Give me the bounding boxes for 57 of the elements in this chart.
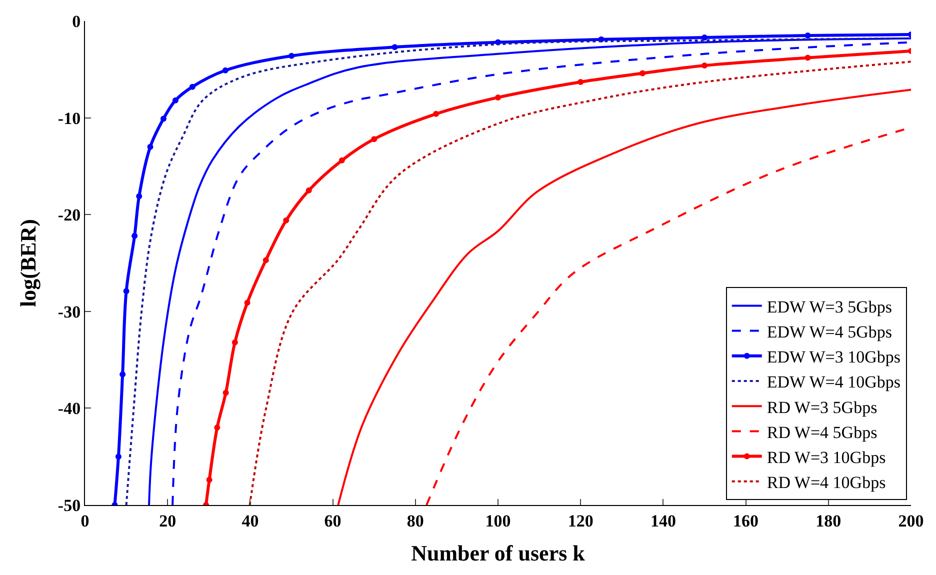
- x-tick-label: 40: [242, 511, 259, 530]
- legend-label: EDW W=4 10Gbps: [766, 372, 900, 392]
- x-tick-label: 200: [898, 511, 924, 530]
- y-tick-label: 0: [72, 12, 81, 31]
- point: [640, 70, 646, 76]
- legend-label: RD W=3 5Gbps: [766, 398, 878, 417]
- y-tick-label: -20: [58, 206, 81, 225]
- point: [115, 454, 122, 460]
- x-tick-label: 160: [733, 511, 759, 530]
- x-tick-label: 80: [406, 511, 424, 530]
- point: [288, 52, 294, 59]
- point: [189, 84, 196, 90]
- y-tick-label: -30: [58, 302, 81, 322]
- point: [160, 116, 166, 122]
- point: [306, 187, 312, 194]
- point: [206, 476, 212, 483]
- legend-label: RD W=4 5Gbps: [766, 422, 878, 442]
- point: [392, 44, 398, 50]
- point: [702, 62, 708, 69]
- x-tick-label: 100: [485, 511, 511, 530]
- x-tick-label: 120: [568, 511, 594, 530]
- point: [136, 193, 142, 200]
- point: [232, 339, 238, 346]
- y-axis-title: log(BER): [16, 219, 41, 307]
- point: [262, 257, 269, 264]
- legend-label: EDW W=3 5Gbps: [766, 297, 892, 316]
- point: [804, 32, 811, 39]
- point: [578, 78, 584, 85]
- point: [222, 67, 228, 74]
- point: [804, 54, 811, 61]
- point: [172, 97, 178, 104]
- y-tick-label: -10: [58, 108, 81, 128]
- legend-label: EDW W=3 10Gbps: [766, 348, 900, 367]
- y-tick-label: -50: [58, 496, 81, 515]
- point: [495, 94, 501, 100]
- point: [132, 232, 138, 239]
- point: [147, 144, 154, 150]
- x-axis-title: Number of users k: [411, 540, 586, 566]
- point: [214, 424, 220, 431]
- point: [222, 390, 229, 396]
- x-tick-label: 140: [650, 511, 676, 530]
- y-tick-label: -40: [58, 399, 81, 418]
- point: [120, 371, 126, 378]
- x-tick-label: 180: [816, 511, 842, 530]
- point: [123, 288, 130, 294]
- line-series: [337, 88, 911, 505]
- legend-label: RD W=4 10Gbps: [766, 473, 886, 492]
- point: [433, 110, 440, 117]
- point: [283, 217, 290, 224]
- legend-label: EDW W=4 5Gbps: [766, 322, 892, 342]
- x-tick-label: 20: [159, 511, 176, 530]
- x-tick-label: 60: [324, 511, 342, 530]
- point: [338, 157, 345, 164]
- legend-label: RD W=3 10Gbps: [766, 448, 886, 467]
- point: [702, 34, 708, 40]
- point: [371, 136, 378, 142]
- point: [244, 300, 250, 306]
